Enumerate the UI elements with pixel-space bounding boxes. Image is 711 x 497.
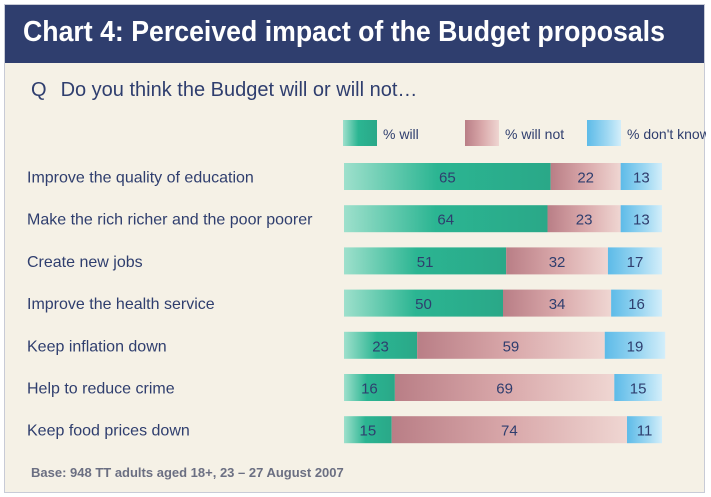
data-label-will: 15 (360, 423, 377, 440)
bar-segment-will-not (550, 163, 621, 190)
bar-segment-dont-know (604, 331, 666, 359)
question-text: Q Do you think the Budget will or will no… (31, 79, 417, 102)
bar-segment-dont-know (611, 289, 662, 317)
data-label-dont-know: 13 (633, 170, 650, 187)
bar-segment-will (344, 331, 418, 359)
legend: % will % will not % don't know (343, 120, 706, 146)
data-label-will-not: 23 (576, 212, 593, 229)
data-label-will: 65 (439, 170, 456, 187)
legend-swatch-will (343, 120, 377, 146)
bar-segment-will (344, 247, 507, 275)
stacked-bar-chart: % will % will not % don't know Improve the… (27, 120, 706, 444)
legend-swatch-dont-know (587, 120, 621, 146)
data-label-will-not: 22 (577, 170, 594, 187)
category-label: Improve the quality of education (27, 170, 254, 187)
bar-segment-will (344, 416, 392, 444)
data-label-will-not: 74 (501, 423, 518, 440)
question-prefix: Q (31, 79, 47, 101)
bar-segment-will (344, 374, 395, 401)
bar-segment-will-not (506, 247, 608, 275)
data-label-dont-know: 19 (627, 338, 644, 355)
data-label-will-not: 59 (503, 338, 520, 355)
bars: 65 22 13 64 23 13 51 32 17 50 34 16 23 59 19 16 69 15 15 74… (344, 163, 666, 444)
legend-label-will: % will (383, 126, 419, 142)
category-label: Create new jobs (27, 254, 143, 271)
category-label: Keep food prices down (27, 423, 190, 440)
chart-title: Chart 4: Perceived impact of the Budget … (23, 16, 665, 48)
legend-swatch-will-not (465, 120, 499, 146)
data-label-dont-know: 13 (633, 212, 650, 229)
data-label-dont-know: 17 (627, 254, 644, 271)
category-labels: Improve the quality of education Make the… (27, 170, 313, 440)
data-label-will: 16 (361, 381, 378, 398)
bar-segment-will-not (391, 416, 628, 444)
bar-segment-will (344, 289, 503, 317)
bar-segment-will-not (417, 331, 605, 359)
category-label: Keep inflation down (27, 338, 167, 355)
data-label-will-not: 69 (496, 381, 513, 398)
category-label: Help to reduce crime (27, 381, 175, 398)
category-label: Make the rich richer and the poor poorer (27, 212, 313, 229)
title-bar: Chart 4: Perceived impact of the Budget … (5, 5, 704, 63)
bar-segment-will-not (394, 374, 615, 401)
base-note: Base: 948 TT adults aged 18+, 23 – 27 Au… (31, 465, 344, 480)
bar-segment-will-not (547, 205, 621, 233)
bar-segment-dont-know (607, 247, 662, 275)
data-label-dont-know: 11 (637, 423, 653, 440)
bar-segment-will-not (503, 289, 612, 317)
bar-segment-dont-know (627, 416, 662, 444)
question-body: Do you think the Budget will or will not… (60, 79, 418, 101)
chart-panel: Chart 4: Perceived impact of the Budget … (4, 4, 706, 493)
data-label-will: 64 (437, 212, 454, 229)
data-label-dont-know: 15 (630, 381, 647, 398)
legend-label-dont-know: % don't know (627, 126, 706, 142)
bar-segment-dont-know (620, 163, 662, 190)
data-label-will-not: 34 (549, 296, 566, 313)
legend-label-will-not: % will not (505, 126, 564, 142)
category-label: Improve the health service (27, 296, 215, 313)
data-label-will: 23 (372, 338, 389, 355)
data-label-will: 51 (417, 254, 434, 271)
bar-segment-will (344, 163, 551, 190)
data-label-will-not: 32 (549, 254, 566, 271)
data-label-will: 50 (415, 296, 432, 313)
bar-segment-dont-know (614, 374, 662, 401)
bar-segment-dont-know (620, 205, 662, 233)
bar-segment-will (344, 205, 548, 233)
data-label-dont-know: 16 (628, 296, 645, 313)
